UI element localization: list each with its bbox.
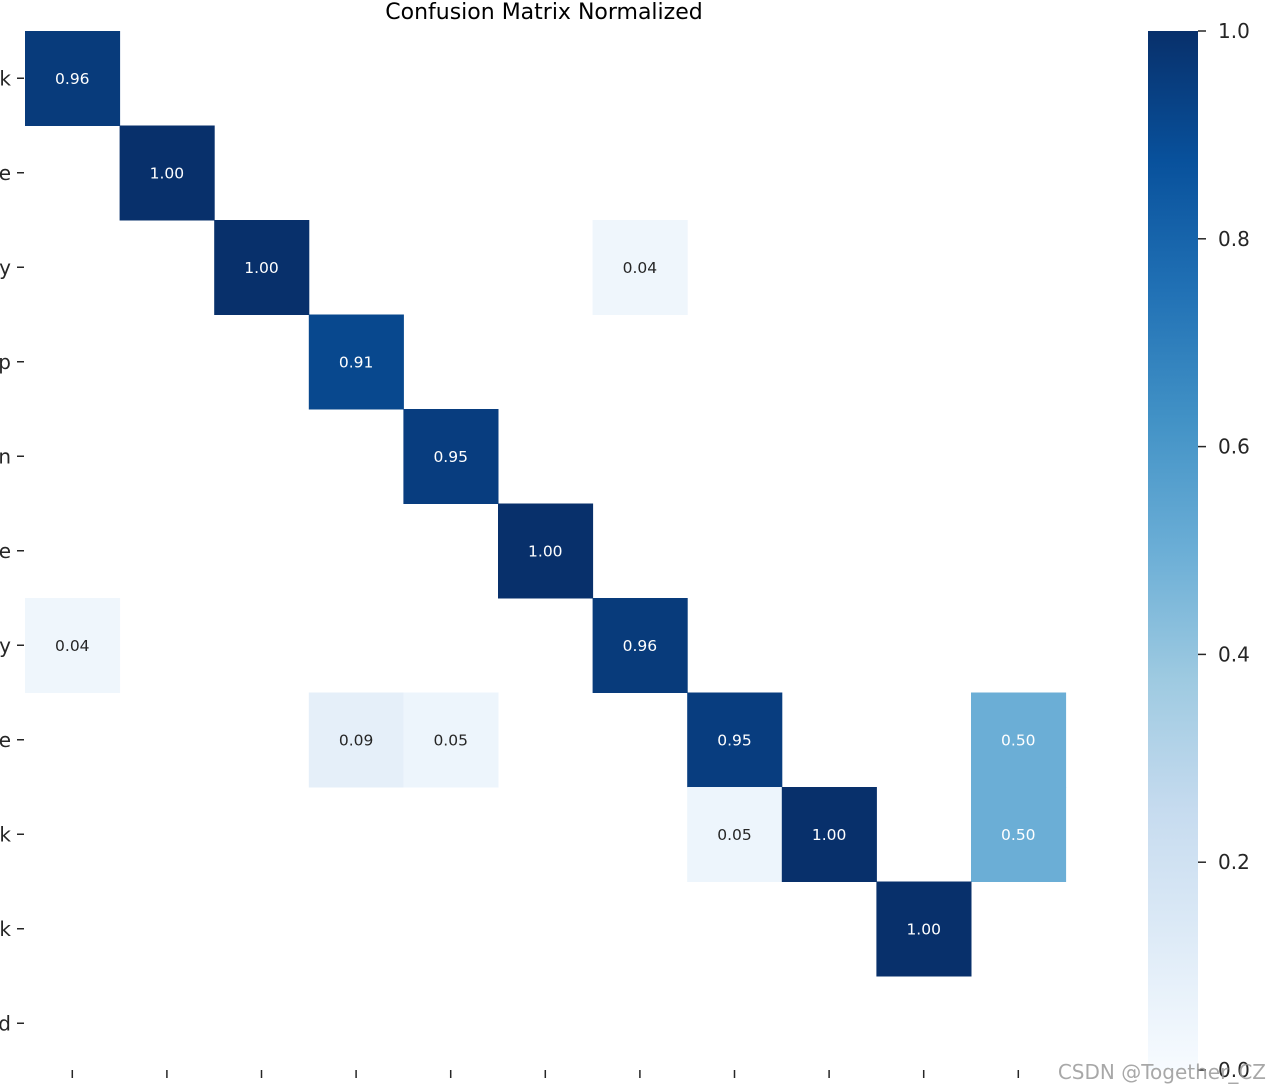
heatmap-cell — [403, 692, 499, 788]
cell-value-label: 1.00 — [528, 542, 563, 560]
cell-value-label: 1.00 — [150, 164, 185, 182]
cell-value-label: 0.04 — [55, 637, 90, 655]
colorbar-tick-label: 0.0 — [1218, 1058, 1250, 1082]
heatmap-cell — [308, 692, 404, 788]
heatmap-cell — [119, 125, 215, 221]
heatmap-cell — [592, 598, 688, 693]
colorbar-tick-label: 0.2 — [1218, 850, 1250, 874]
colorbar-tick-label: 0.6 — [1218, 435, 1250, 459]
heatmap-cell — [498, 503, 594, 599]
cell-value-label: 0.96 — [623, 637, 658, 655]
cell-value-label: 0.95 — [433, 448, 468, 466]
colorbar-ticks: 1.0 0.8 0.6 0.4 0.2 0.0 — [1198, 19, 1250, 1082]
heatmap-cell — [971, 787, 1067, 882]
cell-value-label: 0.96 — [55, 70, 90, 88]
y-tick-label: p — [0, 350, 11, 374]
cell-value-label: 0.50 — [1001, 826, 1036, 844]
y-tick-label: e — [0, 161, 11, 185]
heatmap-cell — [25, 598, 121, 693]
cell-value-label: 0.95 — [717, 731, 752, 749]
y-tick-label: k — [0, 917, 11, 941]
colorbar — [1148, 31, 1198, 1070]
chart-title: Confusion Matrix Normalized — [385, 0, 702, 25]
watermark: CSDN @Together_CZ — [1057, 1060, 1266, 1084]
x-axis-ticks — [71, 1070, 1020, 1078]
heatmap-cell — [403, 409, 499, 504]
heatmap-cell — [781, 787, 877, 882]
heatmap-cells: 0.96 1.00 1.00 0.04 0.91 0.95 1.00 0.04 0.96 0.09… — [25, 31, 1067, 977]
cell-value-label: 1.00 — [812, 826, 847, 844]
cell-value-label: 1.00 — [244, 259, 279, 277]
colorbar-tick-label: 0.8 — [1218, 227, 1250, 251]
y-axis-tick-labels: k e y p n e y e k k d — [0, 66, 24, 1035]
cell-value-label: 0.05 — [717, 826, 752, 844]
y-tick-label: k — [0, 66, 11, 90]
heatmap-cell — [971, 692, 1067, 788]
cell-value-label: 0.09 — [339, 731, 374, 749]
y-tick-label: n — [0, 444, 11, 468]
colorbar-tick-label: 1.0 — [1218, 19, 1250, 43]
y-tick-label: e — [0, 539, 11, 563]
heatmap-cell — [876, 881, 972, 977]
heatmap-cell — [308, 314, 404, 410]
y-tick-label: y — [0, 633, 11, 657]
heatmap-cell — [687, 787, 783, 882]
y-tick-label: d — [0, 1011, 11, 1035]
cell-value-label: 0.91 — [339, 353, 374, 371]
heatmap-cell — [25, 31, 121, 126]
y-tick-label: y — [0, 255, 11, 279]
cell-value-label: 1.00 — [906, 920, 941, 938]
y-tick-label: k — [0, 822, 11, 846]
heatmap-cell — [592, 220, 688, 315]
cell-value-label: 0.05 — [433, 731, 468, 749]
colorbar-tick-label: 0.4 — [1218, 642, 1250, 666]
heatmap-cell — [687, 692, 783, 788]
heatmap-cell — [214, 220, 310, 315]
y-tick-label: e — [0, 728, 11, 752]
cell-value-label: 0.50 — [1001, 731, 1036, 749]
cell-value-label: 0.04 — [623, 259, 658, 277]
